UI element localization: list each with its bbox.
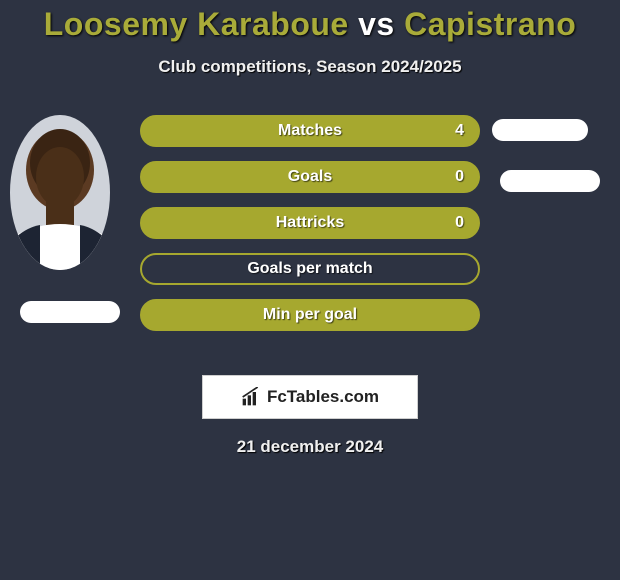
- brand-badge: FcTables.com: [202, 375, 418, 419]
- stat-bar: Goals per match: [140, 253, 480, 285]
- date-label: 21 december 2024: [0, 437, 620, 457]
- stat-bar-label: Goals per match: [247, 260, 372, 277]
- stat-bar-label: Hattricks: [276, 214, 344, 231]
- chart-area: Matches 4 Goals 0 Hattricks 0 Goals per match M…: [0, 115, 620, 365]
- avatar-placeholder-icon: [10, 115, 110, 270]
- subtitle: Club competitions, Season 2024/2025: [0, 57, 620, 77]
- stat-bar-label: Goals: [288, 168, 332, 185]
- stat-bar: Hattricks 0: [140, 207, 480, 239]
- title-player1: Loosemy Karaboue: [44, 6, 349, 42]
- player1-avatar: [10, 115, 110, 270]
- title-vs: vs: [358, 6, 395, 42]
- title-player2: Capistrano: [404, 6, 576, 42]
- comparison-card: Loosemy Karaboue vs Capistrano Club comp…: [0, 0, 620, 457]
- decorative-pill-left: [20, 301, 120, 323]
- comparison-bars: Matches 4 Goals 0 Hattricks 0 Goals per match M…: [140, 115, 480, 345]
- stat-bar: Min per goal: [140, 299, 480, 331]
- stat-bar: Matches 4: [140, 115, 480, 147]
- page-title: Loosemy Karaboue vs Capistrano: [0, 6, 620, 43]
- stat-bar: Goals 0: [140, 161, 480, 193]
- stat-bar-label: Min per goal: [263, 306, 357, 323]
- stat-bar-value: 0: [455, 209, 464, 237]
- stat-bar-value: 0: [455, 163, 464, 191]
- brand-text: FcTables.com: [267, 387, 379, 407]
- decorative-pill-right-1: [492, 119, 588, 141]
- decorative-pill-right-2: [500, 170, 600, 192]
- stat-bar-label: Matches: [278, 122, 342, 139]
- stat-bar-value: 4: [455, 117, 464, 145]
- bars-chart-icon: [241, 387, 261, 407]
